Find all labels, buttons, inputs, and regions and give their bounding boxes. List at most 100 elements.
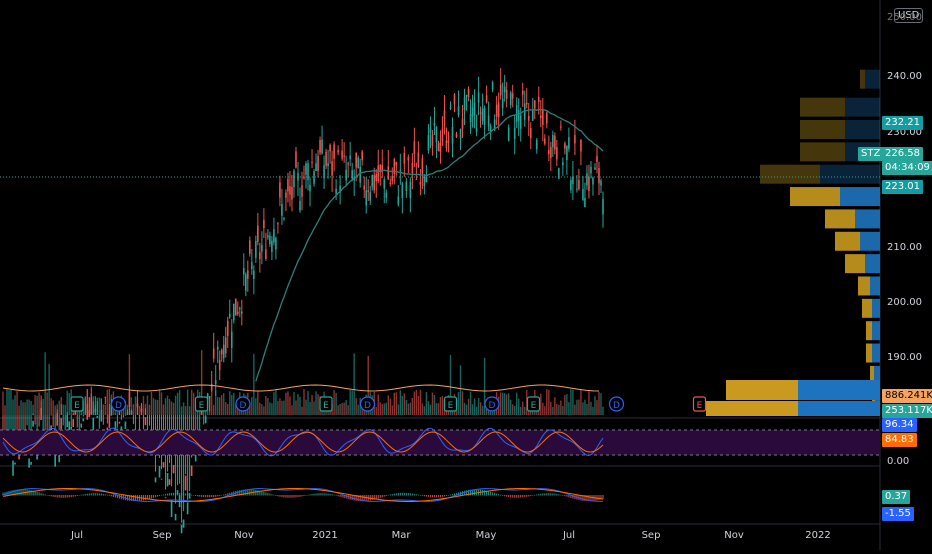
- volume-bar-87: [176, 392, 179, 415]
- candle-body-197: [397, 196, 400, 205]
- macd-hist-165: [333, 494, 335, 496]
- candle-body-129: [261, 244, 263, 252]
- candle-body-190: [383, 179, 386, 189]
- candle-body-167: [337, 150, 339, 153]
- volume-bar-232: [467, 398, 470, 415]
- volume-bar-76: [154, 399, 157, 415]
- macd-hist-167: [337, 495, 339, 497]
- volume-bar-190: [383, 403, 385, 415]
- macd-hist-129: [261, 491, 263, 496]
- macd-hist-142: [287, 495, 289, 498]
- volume-bar-279: [562, 405, 564, 415]
- candle-body-56: [114, 421, 117, 430]
- macd-hist-169: [341, 495, 343, 498]
- candle-body-128: [259, 252, 261, 259]
- volume-bar-90: [182, 402, 185, 415]
- volume-bar-16: [34, 395, 36, 415]
- volume-bar-277: [558, 404, 560, 415]
- candle-body-299: [602, 198, 604, 215]
- candle-body-223: [449, 107, 452, 109]
- macd-hist-0: [2, 492, 4, 496]
- volume-bar-169: [341, 402, 343, 415]
- volume-profile-down-2: [800, 120, 845, 139]
- volume-bar-13: [28, 399, 30, 415]
- candle-body-146: [295, 151, 297, 168]
- macd-hist-84: [170, 492, 173, 496]
- macd-hist-32: [66, 495, 68, 498]
- candle-body-170: [343, 155, 345, 157]
- candle-body-289: [582, 188, 584, 200]
- candle-body-125: [253, 270, 255, 279]
- candle-body-200: [403, 152, 406, 164]
- candle-body-206: [415, 179, 418, 181]
- macd-hist-223: [449, 494, 452, 496]
- volume-bar-2: [6, 389, 8, 415]
- volume-bar-166: [335, 393, 337, 415]
- macd-hist-236: [475, 489, 478, 496]
- macd-hist-98: [199, 495, 201, 497]
- candle-body-131: [265, 249, 267, 259]
- volume-bar-203: [409, 402, 412, 415]
- volume-bar-273: [550, 401, 552, 415]
- volume-profile-down-11: [866, 321, 872, 341]
- volume-bar-248: [499, 392, 502, 415]
- candle-body-292: [588, 176, 590, 192]
- symbol-tag[interactable]: STZ: [858, 147, 884, 161]
- volume-bar-3: [8, 390, 10, 415]
- macd-hist-251: [506, 495, 508, 497]
- volume-bar-285: [574, 404, 576, 415]
- macd-hist-136: [275, 495, 277, 496]
- volume-bar-131: [265, 395, 267, 415]
- macd-hist-195: [393, 493, 395, 496]
- macd-hist-230: [463, 490, 466, 496]
- candle-body-219: [441, 128, 444, 142]
- macd-hist-225: [453, 493, 456, 496]
- volume-bar-44: [90, 393, 92, 415]
- x-label-mar-2021: Mar: [391, 530, 411, 541]
- volume-bar-89: [180, 406, 183, 415]
- macd-hist-239: [481, 489, 484, 496]
- volume-profile-up-5: [840, 187, 880, 207]
- volume-bar-204: [411, 397, 414, 415]
- currency-badge[interactable]: USD: [894, 8, 924, 23]
- macd-hist-21: [44, 494, 46, 496]
- volume-bar-51: [104, 404, 107, 415]
- candle-body-171: [345, 169, 347, 181]
- candle-body-259: [521, 90, 524, 95]
- volume-bar-26: [54, 405, 56, 415]
- volume-bar-113: [229, 391, 231, 415]
- volume-bar-272: [548, 389, 550, 415]
- volume-bar-295: [594, 396, 596, 415]
- volume-bar-63: [128, 354, 131, 415]
- candle-body-228: [459, 128, 462, 139]
- candle-body-26: [54, 455, 56, 467]
- candle-body-296: [596, 155, 598, 163]
- macd-hist-206: [415, 494, 417, 496]
- candle-body-290: [584, 197, 586, 208]
- candle-body-261: [525, 102, 528, 105]
- volume-bar-223: [449, 354, 452, 415]
- macd-hist-104: [211, 495, 213, 498]
- macd-hist-139: [281, 495, 283, 498]
- macd-hist-283: [570, 495, 572, 498]
- volume-bar-8: [18, 405, 20, 415]
- candle-body-208: [419, 181, 422, 185]
- volume-bar-192: [387, 395, 389, 415]
- macd-hist-105: [213, 495, 215, 498]
- price-tick-210: 210.00: [887, 242, 922, 253]
- volume-bar-296: [596, 400, 598, 415]
- candle-body-201: [405, 181, 408, 191]
- x-label-nov-2021: Nov: [724, 530, 744, 541]
- candle-body-245: [493, 119, 496, 130]
- volume-bar-211: [425, 392, 428, 415]
- volume-bar-20: [42, 398, 44, 415]
- volume-bar-52: [106, 389, 109, 415]
- candle-body-140: [283, 218, 285, 220]
- volume-bar-155: [313, 401, 315, 415]
- candle-body-162: [327, 163, 329, 167]
- volume-profile-up-13: [874, 365, 880, 385]
- candle-body-157: [317, 155, 319, 171]
- candle-body-105: [212, 348, 215, 359]
